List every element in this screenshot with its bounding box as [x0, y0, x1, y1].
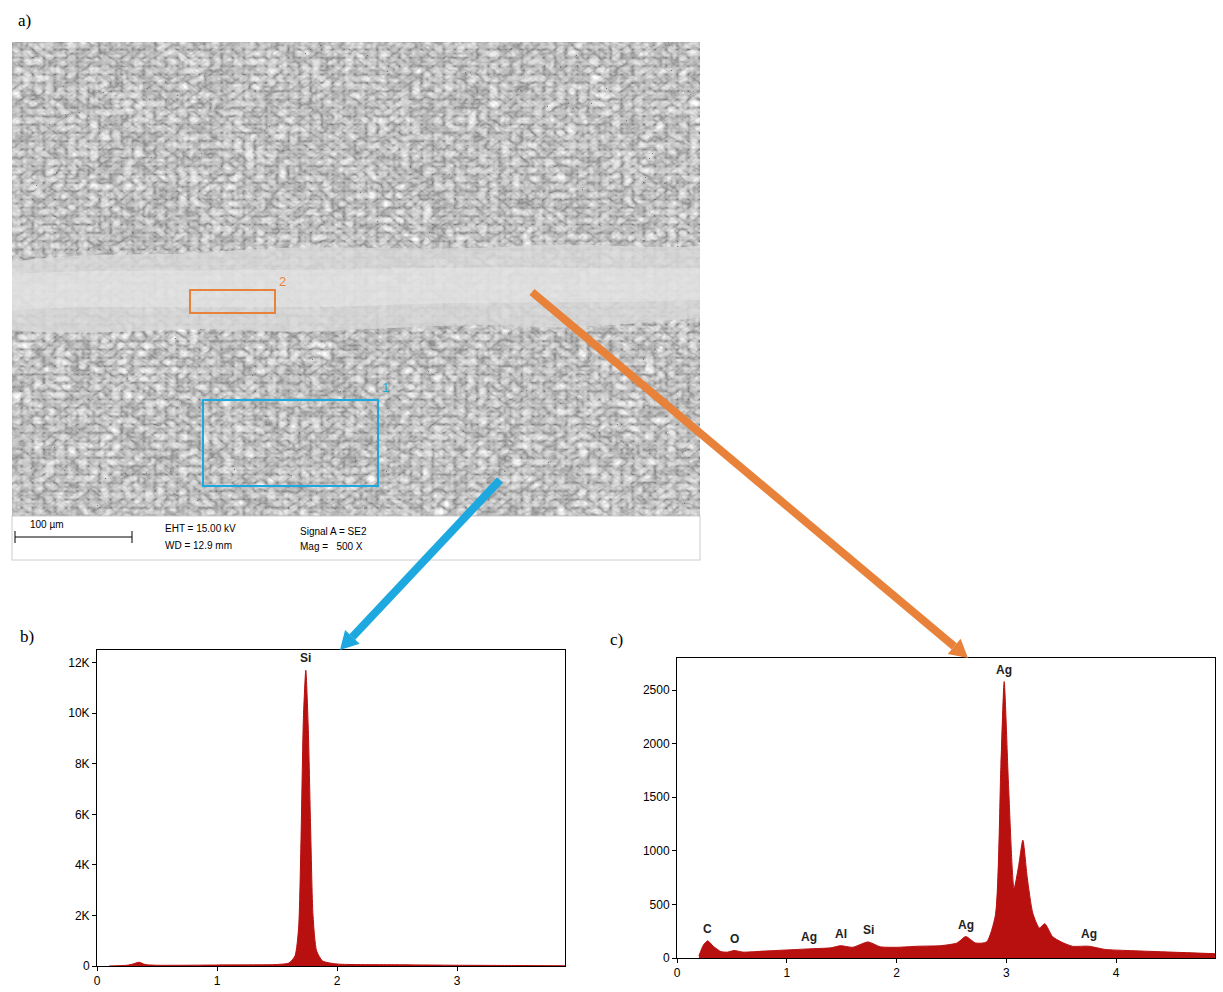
svg-text:10K: 10K: [68, 706, 89, 720]
svg-text:Ag: Ag: [1081, 927, 1097, 941]
svg-text:Si: Si: [863, 923, 874, 937]
svg-text:500: 500: [650, 898, 670, 912]
svg-text:Al: Al: [835, 927, 847, 941]
svg-text:Signal A = SE2: Signal A = SE2: [300, 526, 367, 537]
svg-text:1000: 1000: [643, 844, 670, 858]
svg-text:1: 1: [214, 974, 221, 988]
svg-text:2: 2: [279, 274, 286, 289]
svg-text:EHT = 15.00 kV: EHT = 15.00 kV: [165, 523, 236, 534]
svg-text:2: 2: [334, 974, 341, 988]
svg-text:6K: 6K: [75, 808, 90, 822]
svg-text:a): a): [18, 11, 31, 30]
svg-text:2: 2: [893, 966, 900, 980]
svg-text:0: 0: [674, 966, 681, 980]
svg-text:100 µm: 100 µm: [30, 519, 64, 530]
svg-text:2500: 2500: [643, 683, 670, 697]
svg-text:2K: 2K: [75, 909, 90, 923]
svg-text:3: 3: [454, 974, 461, 988]
svg-text:Mag = 500 X: Mag = 500 X: [300, 541, 363, 552]
svg-text:WD = 12.9 mm: WD = 12.9 mm: [165, 540, 232, 551]
svg-text:0: 0: [94, 974, 101, 988]
svg-text:Ag: Ag: [801, 930, 817, 944]
svg-text:4: 4: [1113, 966, 1120, 980]
svg-text:0: 0: [83, 959, 90, 973]
svg-text:12K: 12K: [68, 656, 89, 670]
svg-text:C: C: [703, 922, 712, 936]
svg-text:3: 3: [1003, 966, 1010, 980]
svg-text:2000: 2000: [643, 737, 670, 751]
svg-text:1: 1: [382, 380, 389, 395]
svg-text:O: O: [730, 932, 739, 946]
svg-text:Ag: Ag: [996, 663, 1012, 677]
svg-text:4K: 4K: [75, 858, 90, 872]
svg-text:1500: 1500: [643, 790, 670, 804]
svg-text:0: 0: [663, 951, 670, 965]
svg-text:8K: 8K: [75, 757, 90, 771]
svg-text:Ag: Ag: [958, 918, 974, 932]
svg-text:Si: Si: [300, 651, 311, 665]
svg-text:b): b): [20, 627, 34, 646]
svg-text:c): c): [610, 630, 623, 649]
svg-text:1: 1: [783, 966, 790, 980]
